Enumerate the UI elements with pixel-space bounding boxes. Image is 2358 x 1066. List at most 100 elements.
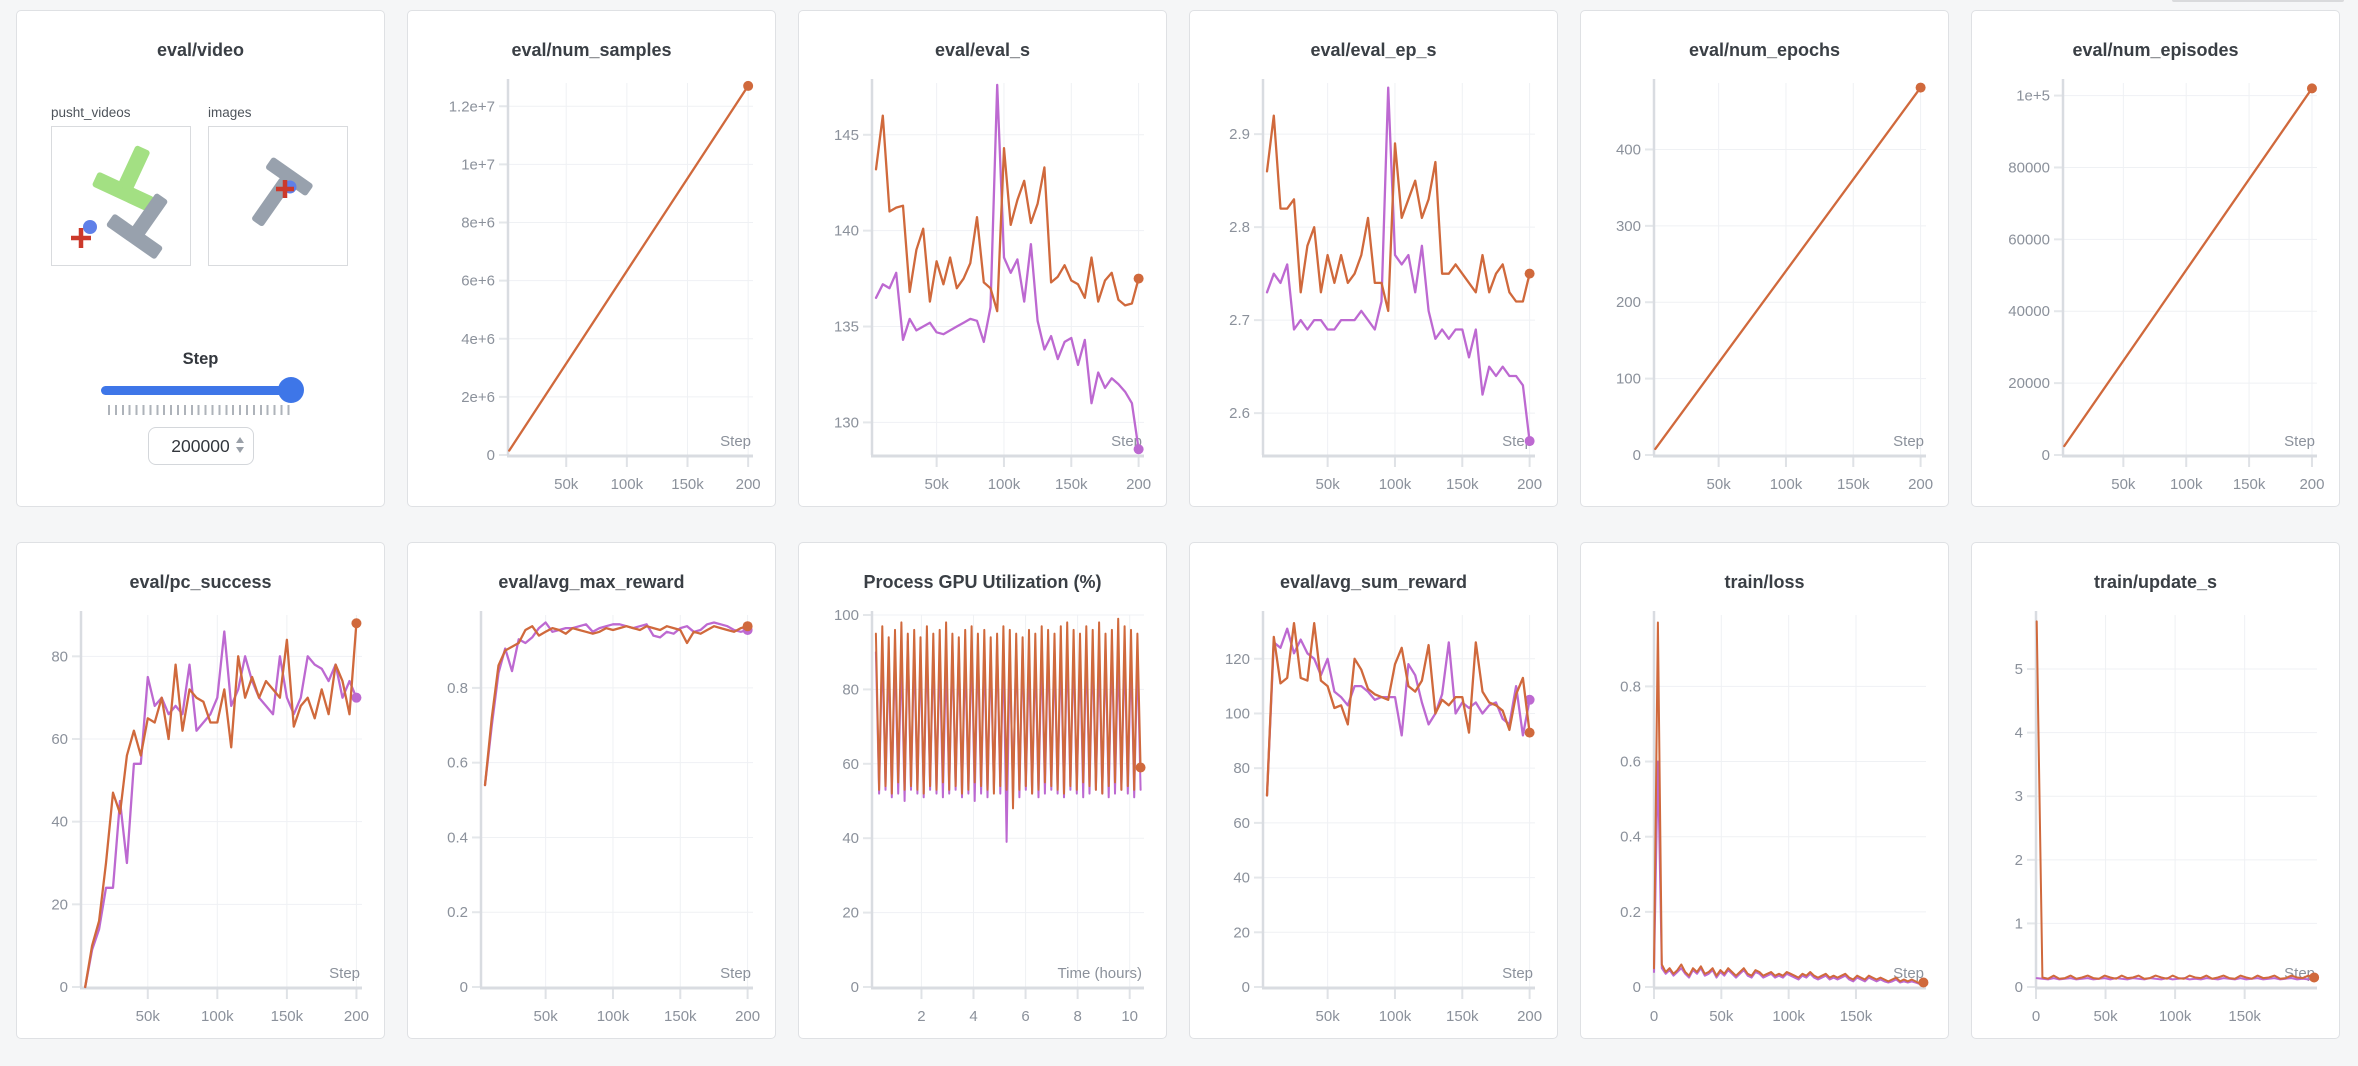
x-axis-label: Step bbox=[329, 965, 360, 982]
series-end-dot-run-orange bbox=[1133, 273, 1144, 284]
media-key-label: images bbox=[208, 105, 252, 120]
y-tick-label: 0.4 bbox=[447, 829, 468, 846]
panel-eval-eval-s[interactable]: eval/eval_s 50k 100k 150k 200 130 135 140 145 Ste… bbox=[798, 10, 1167, 507]
panel-train-update-s[interactable]: train/update_s 0 50k 100k 150k 0 1 2 3 4 5 Step bbox=[1971, 542, 2340, 1039]
y-tick-label: 40 bbox=[842, 830, 859, 847]
media-row: pusht_videos bbox=[17, 105, 384, 266]
series-line-run-purple bbox=[1265, 86, 1531, 443]
chevron-up-icon[interactable] bbox=[235, 437, 244, 443]
x-axis-label: Step bbox=[1502, 965, 1533, 982]
y-tick-label: 60 bbox=[51, 731, 68, 748]
y-tick-label: 20 bbox=[842, 905, 859, 922]
chart-eval-num-episodes[interactable]: 50k 100k 150k 200 0 20000 40000 60000 80000 1e+5 S… bbox=[1978, 73, 2333, 513]
chart-eval-avg-max-reward[interactable]: 50k 100k 150k 200 0 0.2 0.4 0.6 0.8 Step bbox=[414, 605, 769, 1045]
panel-eval-avg-max-reward[interactable]: eval/avg_max_reward 50k 100k 150k 200 0 0.2 0.4… bbox=[407, 542, 776, 1039]
chart-eval-eval-s[interactable]: 50k 100k 150k 200 130 135 140 145 Step bbox=[805, 73, 1160, 513]
series-end-dot-run-orange bbox=[743, 80, 754, 91]
x-tick-label: 100k bbox=[597, 1008, 630, 1025]
x-axis-label: Step bbox=[1111, 433, 1142, 450]
panel-title: eval/avg_sum_reward bbox=[1279, 572, 1468, 592]
panel-title: train/loss bbox=[1724, 572, 1805, 592]
panel-eval-avg-sum-reward[interactable]: eval/avg_sum_reward 50k 100k 150k 200 0 20 40 60… bbox=[1189, 542, 1558, 1039]
y-tick-label: 80 bbox=[1233, 760, 1250, 777]
panel-eval-video[interactable]: eval/video pusht_videos bbox=[16, 10, 385, 507]
y-tick-label: 20000 bbox=[2008, 375, 2050, 392]
media-col-pusht-videos: pusht_videos bbox=[51, 105, 191, 266]
y-tick-label: 120 bbox=[1225, 651, 1250, 668]
series-line-run-orange bbox=[2035, 620, 2316, 980]
chart-train-loss[interactable]: 0 50k 100k 150k 0 0.2 0.4 0.6 0.8 Step bbox=[1587, 605, 1942, 1045]
y-tick-label: 2 bbox=[2015, 852, 2023, 869]
step-slider[interactable] bbox=[100, 377, 304, 403]
series-line-run-orange bbox=[84, 622, 358, 989]
image-thumbnail[interactable] bbox=[208, 126, 348, 266]
chart-eval-eval-ep-s[interactable]: 50k 100k 150k 200 2.6 2.7 2.8 2.9 Step bbox=[1196, 73, 1551, 513]
y-tick-label: 4 bbox=[2015, 725, 2023, 742]
chart-eval-num-epochs[interactable]: 50k 100k 150k 200 0 100 200 300 400 Step bbox=[1587, 73, 1942, 513]
series-end-dot-run-orange bbox=[742, 621, 753, 632]
series-end-dot-run-orange bbox=[2309, 972, 2320, 983]
x-tick-label: 50k bbox=[2111, 476, 2136, 493]
y-tick-label: 0.2 bbox=[1620, 904, 1641, 921]
y-tick-label: 0 bbox=[60, 979, 68, 996]
y-tick-label: 0 bbox=[487, 447, 495, 464]
panel-eval-eval-ep-s[interactable]: eval/eval_ep_s 50k 100k 150k 200 2.6 2.7 2.8 2.9… bbox=[1189, 10, 1558, 507]
object-t-shape bbox=[252, 157, 313, 227]
x-tick-label: 100k bbox=[1770, 476, 1803, 493]
y-tick-label: 2.9 bbox=[1229, 126, 1250, 143]
x-tick-label: 150k bbox=[2228, 1008, 2261, 1025]
chart-eval-pc-success[interactable]: 50k 100k 150k 200 0 20 40 60 80 Step bbox=[23, 605, 378, 1045]
y-tick-label: 0 bbox=[1242, 979, 1250, 996]
y-tick-label: 60 bbox=[842, 756, 859, 773]
y-tick-label: 0.6 bbox=[447, 755, 468, 772]
x-tick-label: 4 bbox=[969, 1008, 977, 1025]
x-tick-label: 200 bbox=[1126, 476, 1151, 493]
y-tick-label: 40 bbox=[1233, 870, 1250, 887]
x-tick-label: 150k bbox=[664, 1008, 697, 1025]
y-tick-label: 80 bbox=[842, 681, 859, 698]
x-tick-label: 100k bbox=[1379, 1008, 1412, 1025]
panel-process-gpu-utilization[interactable]: Process GPU Utilization (%) 2 4 6 8 10 0 20 40 60… bbox=[798, 542, 1167, 1039]
x-tick-label: 50k bbox=[1709, 1008, 1734, 1025]
y-tick-label: 0 bbox=[1633, 447, 1641, 464]
chart-eval-num-samples[interactable]: 50k 100k 150k 200 0 2e+6 4e+6 6e+6 8e+6 1e+7 1.2e+… bbox=[414, 73, 769, 513]
panel-eval-pc-success[interactable]: eval/pc_success 50k 100k 150k 200 0 20 40 60 80 St… bbox=[16, 542, 385, 1039]
panel-train-loss[interactable]: train/loss 0 50k 100k 150k 0 0.2 0.4 0.6 0.8 Step bbox=[1580, 542, 1949, 1039]
step-slider-thumb[interactable] bbox=[277, 377, 304, 403]
x-tick-label: 8 bbox=[1073, 1008, 1081, 1025]
x-tick-label: 50k bbox=[136, 1008, 161, 1025]
x-tick-label: 100k bbox=[1379, 476, 1412, 493]
y-tick-label: 140 bbox=[834, 223, 859, 240]
x-axis-label: Step bbox=[1502, 433, 1533, 450]
panel-title: eval/avg_max_reward bbox=[498, 572, 685, 592]
step-input[interactable]: 200000 bbox=[147, 427, 254, 465]
x-tick-label: 100k bbox=[1772, 1008, 1805, 1025]
series-line-run-orange bbox=[1654, 86, 1922, 451]
y-tick-label: 80 bbox=[51, 648, 68, 665]
images-scene-image bbox=[252, 157, 313, 227]
x-axis-label: Step bbox=[720, 965, 751, 982]
panel-eval-num-samples[interactable]: eval/num_samples 50k 100k 150k 200 0 2e+6 4e+6 6… bbox=[407, 10, 776, 507]
panel-eval-num-episodes[interactable]: eval/num_episodes 50k 100k 150k 200 0 20000 400… bbox=[1971, 10, 2340, 507]
series-line-run-orange bbox=[1265, 114, 1531, 313]
y-tick-label: 40 bbox=[51, 814, 68, 831]
y-tick-label: 5 bbox=[2015, 661, 2023, 678]
y-tick-label: 2.8 bbox=[1229, 219, 1250, 236]
video-thumbnail-pusht[interactable] bbox=[51, 126, 191, 266]
x-tick-label: 150k bbox=[271, 1008, 304, 1025]
step-slider-track[interactable] bbox=[100, 386, 301, 395]
chevron-down-icon[interactable] bbox=[235, 447, 244, 453]
series-end-dot-run-purple bbox=[1524, 436, 1535, 447]
series-end-dot-run-orange bbox=[2306, 83, 2317, 94]
y-tick-label: 135 bbox=[834, 319, 859, 336]
y-tick-label: 80000 bbox=[2008, 159, 2050, 176]
x-tick-label: 200 bbox=[1517, 476, 1542, 493]
panel-eval-num-epochs[interactable]: eval/num_epochs 50k 100k 150k 200 0 100 200 300 4… bbox=[1580, 10, 1949, 507]
x-tick-label: 150k bbox=[1837, 476, 1870, 493]
chart-eval-avg-sum-reward[interactable]: 50k 100k 150k 200 0 20 40 60 80 100 120 Step bbox=[1196, 605, 1551, 1045]
x-tick-label: 150k bbox=[671, 476, 704, 493]
y-tick-label: 1e+5 bbox=[2016, 88, 2050, 105]
x-tick-label: 50k bbox=[554, 476, 579, 493]
